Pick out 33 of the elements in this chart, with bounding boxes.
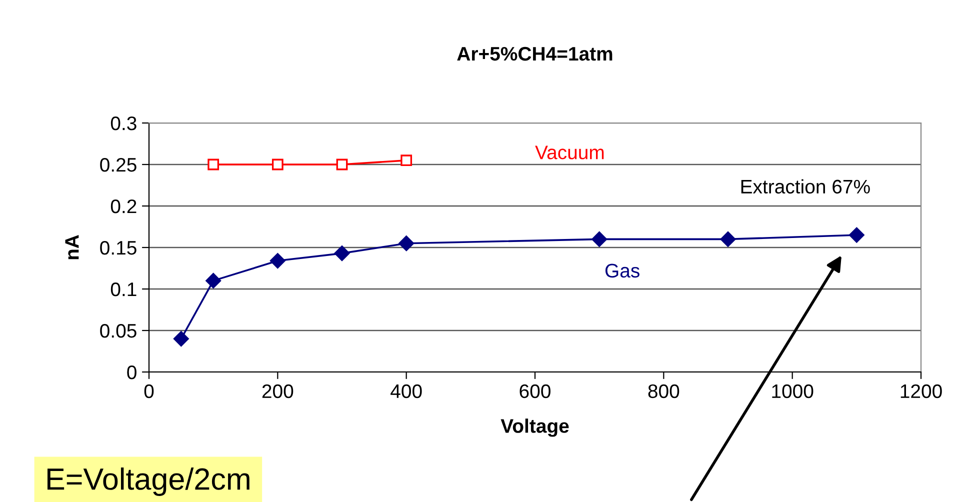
y-tick-label: 0.15 [100,240,136,255]
y-tick-label: 0.25 [100,158,136,172]
x-tick-label: 400 [390,384,422,398]
point [592,231,608,247]
point [720,231,736,247]
x-tick-label: 0 [144,384,154,398]
point [400,154,412,166]
y-axis-title: nA [65,235,79,260]
point [173,331,189,347]
chart-title: Ar+5%CH4=1atm [457,46,612,61]
y-tick-label: 0.3 [110,116,136,130]
x-tick-label: 200 [262,384,294,398]
point [272,158,284,170]
series-label: Gas [605,264,640,278]
y-tick-label: 0.05 [100,324,136,338]
x-tick-label: 600 [520,384,550,398]
annotation: Extraction 67% [741,179,870,194]
point [206,272,222,288]
y-tick-label: 0 [127,365,136,380]
x-tick-label: 800 [648,384,680,398]
point [848,227,864,243]
y-tick-label: 0.2 [110,199,136,214]
point [270,253,286,268]
x-tick-label: 1200 [900,384,942,398]
point [336,158,348,170]
x-axis-title: Voltage [500,418,569,437]
text: Vacuum [535,146,604,160]
point [208,158,220,170]
x-tick-label: 1000 [772,384,814,398]
point [334,246,350,262]
point [398,236,414,252]
text: E=Voltage/2cm [48,467,250,496]
y-tick-label: 0.1 [110,282,136,296]
